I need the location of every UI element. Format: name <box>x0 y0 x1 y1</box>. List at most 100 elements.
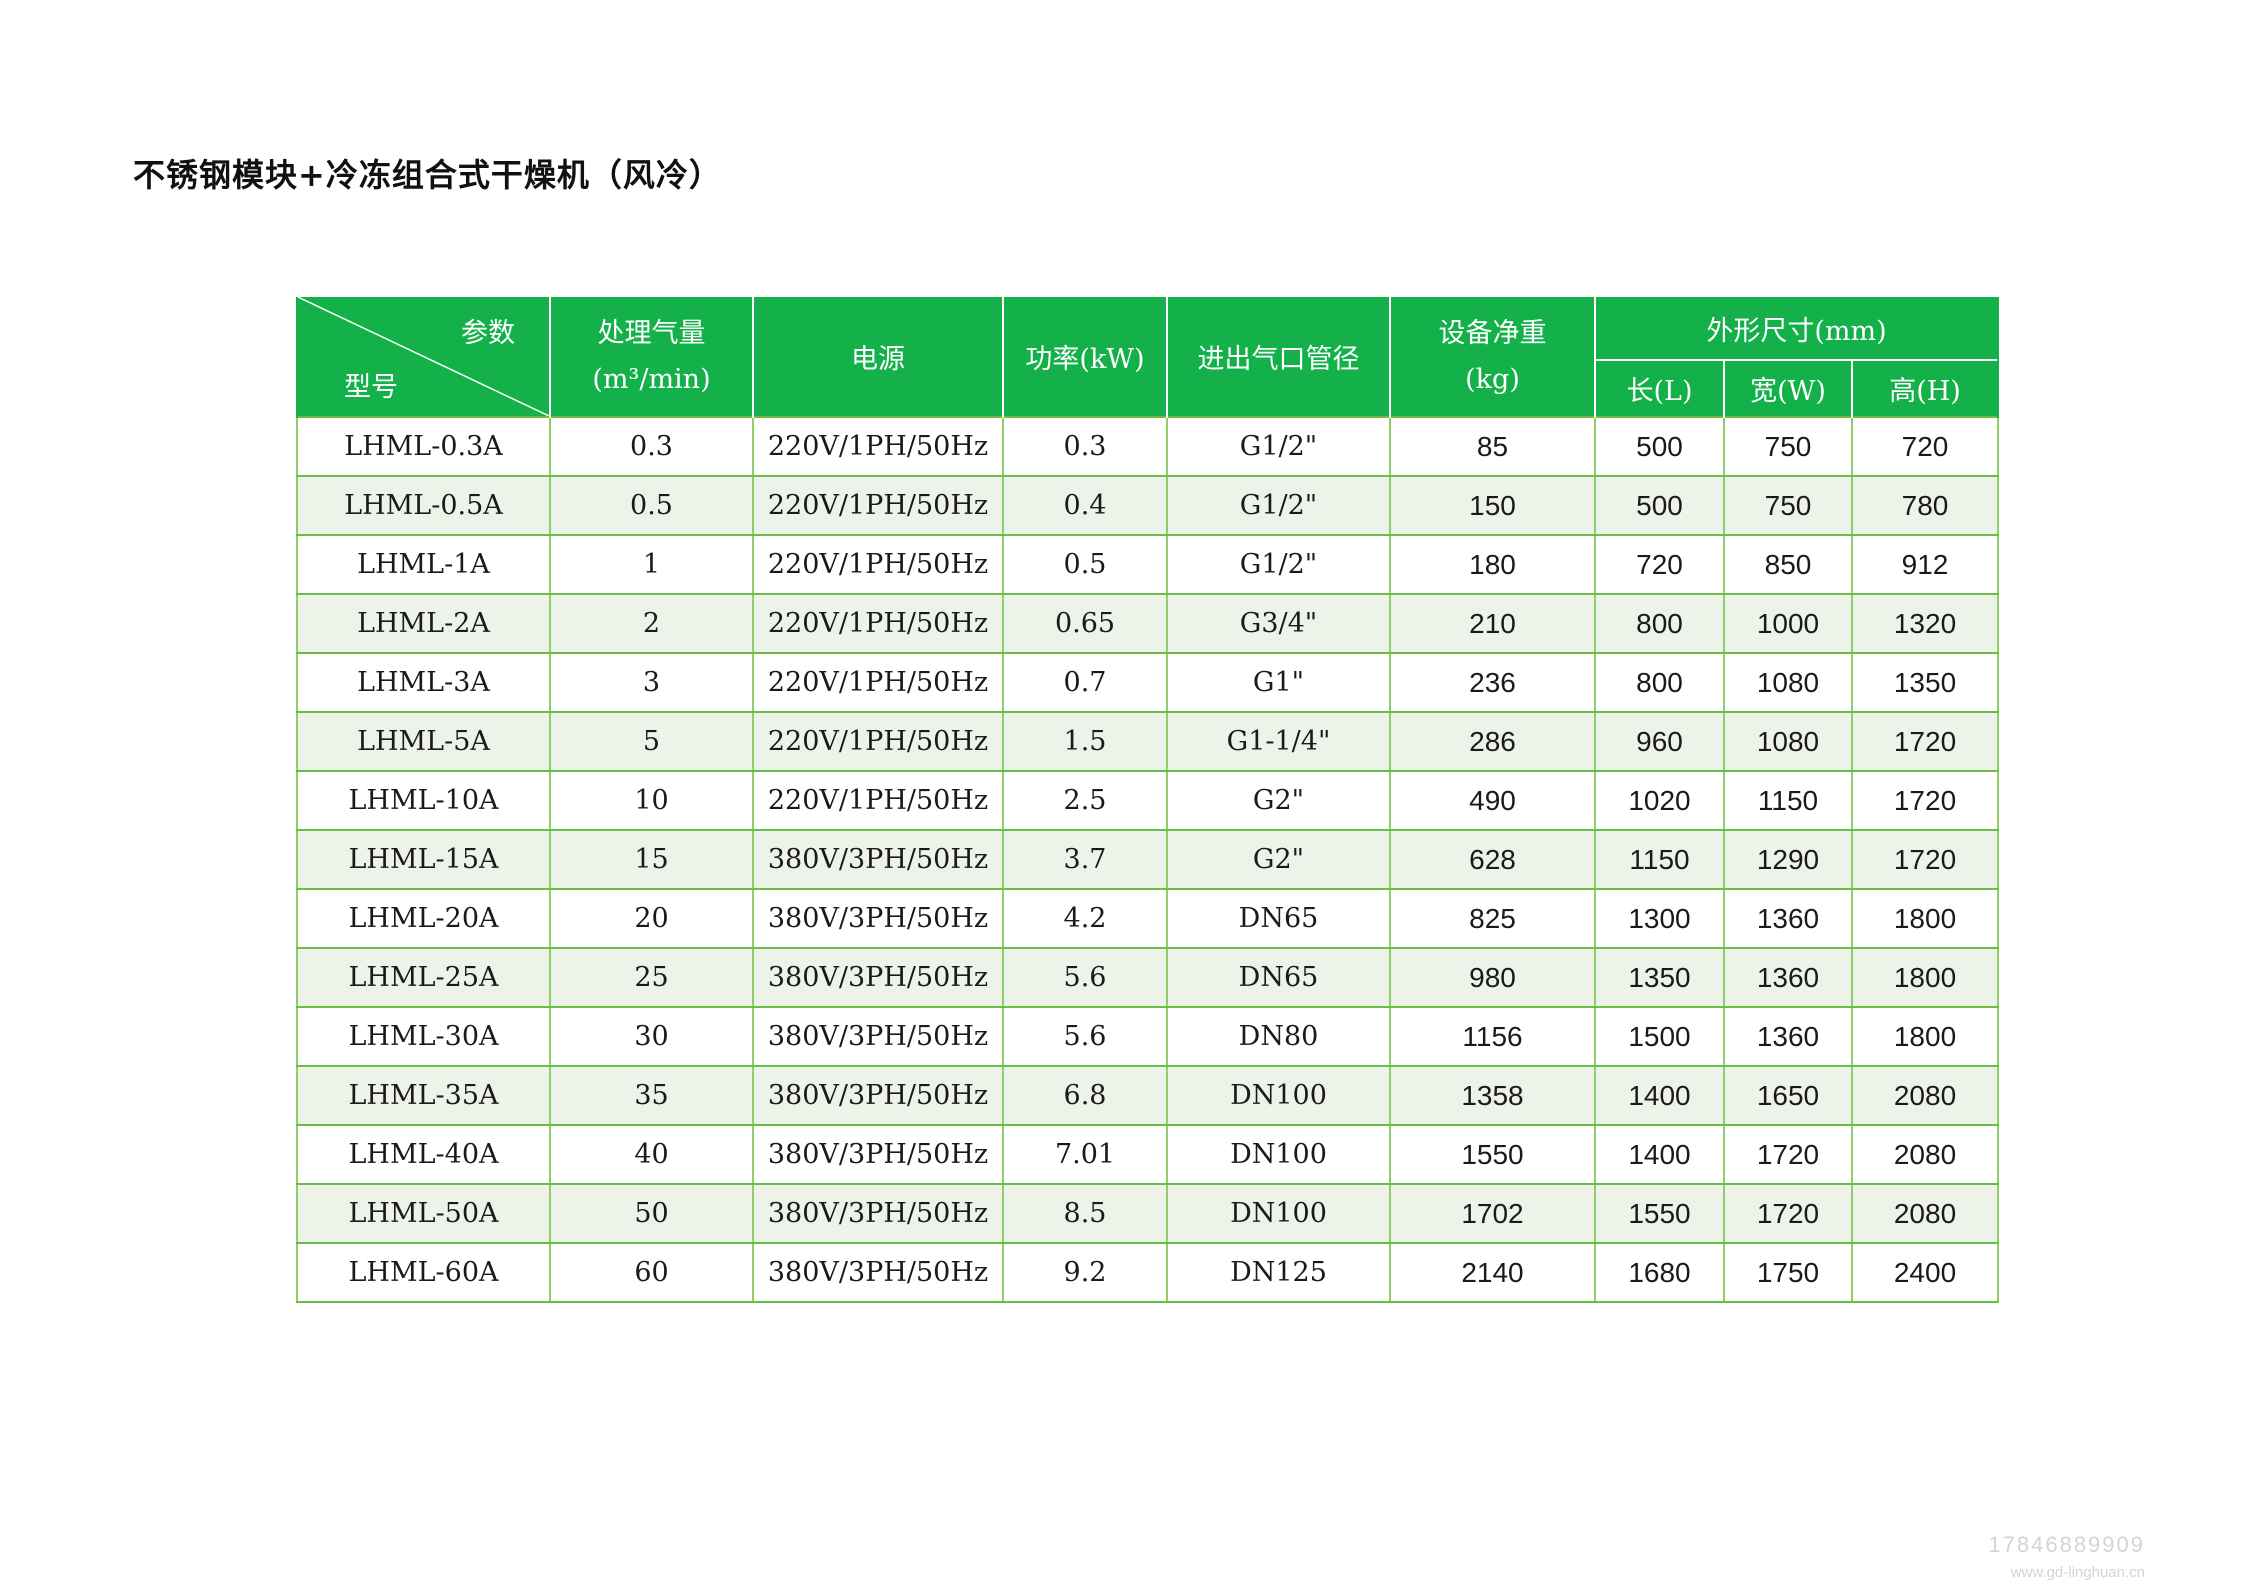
cell-width: 1150 <box>1723 770 1853 831</box>
cell-supply: 220V/1PH/50Hz <box>752 652 1004 713</box>
cell-pipe: G2" <box>1166 770 1391 831</box>
table-row: LHML-3A 3 220V/1PH/50Hz 0.7 G1" 236 800 1080 135… <box>296 652 2000 713</box>
cell-pipe: DN100 <box>1166 1124 1391 1185</box>
cell-weight: 980 <box>1389 947 1596 1008</box>
cell-width: 1080 <box>1723 652 1853 713</box>
cell-weight: 1358 <box>1389 1065 1596 1126</box>
cell-weight: 85 <box>1389 416 1596 477</box>
cell-weight: 2140 <box>1389 1242 1596 1303</box>
cell-power: 0.5 <box>1002 534 1168 595</box>
cell-supply: 380V/3PH/50Hz <box>752 1124 1004 1185</box>
cell-height: 1320 <box>1850 593 2000 654</box>
table-row: LHML-10A 10 220V/1PH/50Hz 2.5 G2" 490 1020 1150… <box>296 770 2000 831</box>
table-row: LHML-15A 15 380V/3PH/50Hz 3.7 G2" 628 1150 1290… <box>296 829 2000 890</box>
cell-height: 1720 <box>1850 829 2000 890</box>
cell-flow: 2 <box>549 593 754 654</box>
table-row: LHML-2A 2 220V/1PH/50Hz 0.65 G3/4" 210 800 1000… <box>296 593 2000 654</box>
col-header-power-supply: 电源 <box>752 297 1004 417</box>
cell-supply: 380V/3PH/50Hz <box>752 1183 1004 1244</box>
cell-width: 1360 <box>1723 947 1853 1008</box>
cell-flow: 20 <box>549 888 754 949</box>
cell-height: 2400 <box>1850 1242 2000 1303</box>
cell-height: 2080 <box>1850 1124 2000 1185</box>
cell-flow: 40 <box>549 1124 754 1185</box>
cell-pipe: DN65 <box>1166 888 1391 949</box>
cell-length: 1400 <box>1594 1065 1725 1126</box>
cell-height: 1800 <box>1850 947 2000 1008</box>
cell-supply: 380V/3PH/50Hz <box>752 1065 1004 1126</box>
cell-height: 2080 <box>1850 1065 2000 1126</box>
cell-power: 2.5 <box>1002 770 1168 831</box>
cell-pipe: G3/4" <box>1166 593 1391 654</box>
table-row: LHML-0.5A 0.5 220V/1PH/50Hz 0.4 G1/2" 150 500 7… <box>296 475 2000 536</box>
table-row: LHML-30A 30 380V/3PH/50Hz 5.6 DN80 1156 1500 13… <box>296 1006 2000 1067</box>
table-row: LHML-0.3A 0.3 220V/1PH/50Hz 0.3 G1/2" 85 500 75… <box>296 416 2000 477</box>
cell-supply: 380V/3PH/50Hz <box>752 888 1004 949</box>
watermark-phone: 17846889909 <box>1988 1532 2145 1557</box>
col-header-length: 长(L) <box>1594 359 1725 417</box>
cell-height: 912 <box>1850 534 2000 595</box>
cell-height: 1350 <box>1850 652 2000 713</box>
cell-flow: 35 <box>549 1065 754 1126</box>
cell-flow: 50 <box>549 1183 754 1244</box>
cell-supply: 220V/1PH/50Hz <box>752 770 1004 831</box>
cell-length: 960 <box>1594 711 1725 772</box>
cell-pipe: DN65 <box>1166 947 1391 1008</box>
cell-width: 1000 <box>1723 593 1853 654</box>
cell-model: LHML-20A <box>296 888 551 949</box>
cell-model: LHML-5A <box>296 711 551 772</box>
cell-flow: 0.5 <box>549 475 754 536</box>
cell-length: 1020 <box>1594 770 1725 831</box>
cell-flow: 0.3 <box>549 416 754 477</box>
cell-supply: 220V/1PH/50Hz <box>752 534 1004 595</box>
cell-pipe: G1/2" <box>1166 416 1391 477</box>
cell-power: 7.01 <box>1002 1124 1168 1185</box>
corner-header-cell: 参数 型号 <box>296 297 551 417</box>
diagonal-divider-icon <box>299 297 548 416</box>
cell-power: 8.5 <box>1002 1183 1168 1244</box>
cell-height: 720 <box>1850 416 2000 477</box>
col-header-power: 功率(kW) <box>1002 297 1168 417</box>
table-row: LHML-40A 40 380V/3PH/50Hz 7.01 DN100 1550 1400… <box>296 1124 2000 1185</box>
cell-model: LHML-25A <box>296 947 551 1008</box>
cell-flow: 1 <box>549 534 754 595</box>
cell-model: LHML-3A <box>296 652 551 713</box>
table-row: LHML-25A 25 380V/3PH/50Hz 5.6 DN65 980 1350 136… <box>296 947 2000 1008</box>
col-header-weight: 设备净重 (kg) <box>1389 297 1596 417</box>
cell-height: 1720 <box>1850 770 2000 831</box>
cell-power: 1.5 <box>1002 711 1168 772</box>
spec-table: 参数 型号 处理气量 (m³/min) 电源 功率(kW) 进出气口管径 设备净… <box>296 297 2000 1303</box>
cell-height: 780 <box>1850 475 2000 536</box>
table-row: LHML-60A 60 380V/3PH/50Hz 9.2 DN125 2140 1680 1… <box>296 1242 2000 1303</box>
cell-weight: 150 <box>1389 475 1596 536</box>
cell-model: LHML-35A <box>296 1065 551 1126</box>
cell-length: 720 <box>1594 534 1725 595</box>
cell-height: 1720 <box>1850 711 2000 772</box>
cell-length: 1680 <box>1594 1242 1725 1303</box>
cell-pipe: DN100 <box>1166 1065 1391 1126</box>
cell-power: 5.6 <box>1002 1006 1168 1067</box>
corner-model-label: 型号 <box>344 372 398 403</box>
cell-supply: 380V/3PH/50Hz <box>752 829 1004 890</box>
cell-height: 2080 <box>1850 1183 2000 1244</box>
cell-length: 1500 <box>1594 1006 1725 1067</box>
cell-model: LHML-15A <box>296 829 551 890</box>
cell-width: 750 <box>1723 475 1853 536</box>
cell-weight: 180 <box>1389 534 1596 595</box>
cell-model: LHML-50A <box>296 1183 551 1244</box>
cell-pipe: DN80 <box>1166 1006 1391 1067</box>
cell-pipe: DN100 <box>1166 1183 1391 1244</box>
cell-width: 1080 <box>1723 711 1853 772</box>
cell-flow: 15 <box>549 829 754 890</box>
cell-weight: 628 <box>1389 829 1596 890</box>
cell-power: 4.2 <box>1002 888 1168 949</box>
cell-flow: 30 <box>549 1006 754 1067</box>
cell-model: LHML-1A <box>296 534 551 595</box>
cell-length: 1300 <box>1594 888 1725 949</box>
cell-model: LHML-40A <box>296 1124 551 1185</box>
cell-width: 1720 <box>1723 1183 1853 1244</box>
table-row: LHML-50A 50 380V/3PH/50Hz 8.5 DN100 1702 1550 1… <box>296 1183 2000 1244</box>
cell-power: 5.6 <box>1002 947 1168 1008</box>
table-row: LHML-35A 35 380V/3PH/50Hz 6.8 DN100 1358 1400 1… <box>296 1065 2000 1126</box>
cell-model: LHML-0.3A <box>296 416 551 477</box>
